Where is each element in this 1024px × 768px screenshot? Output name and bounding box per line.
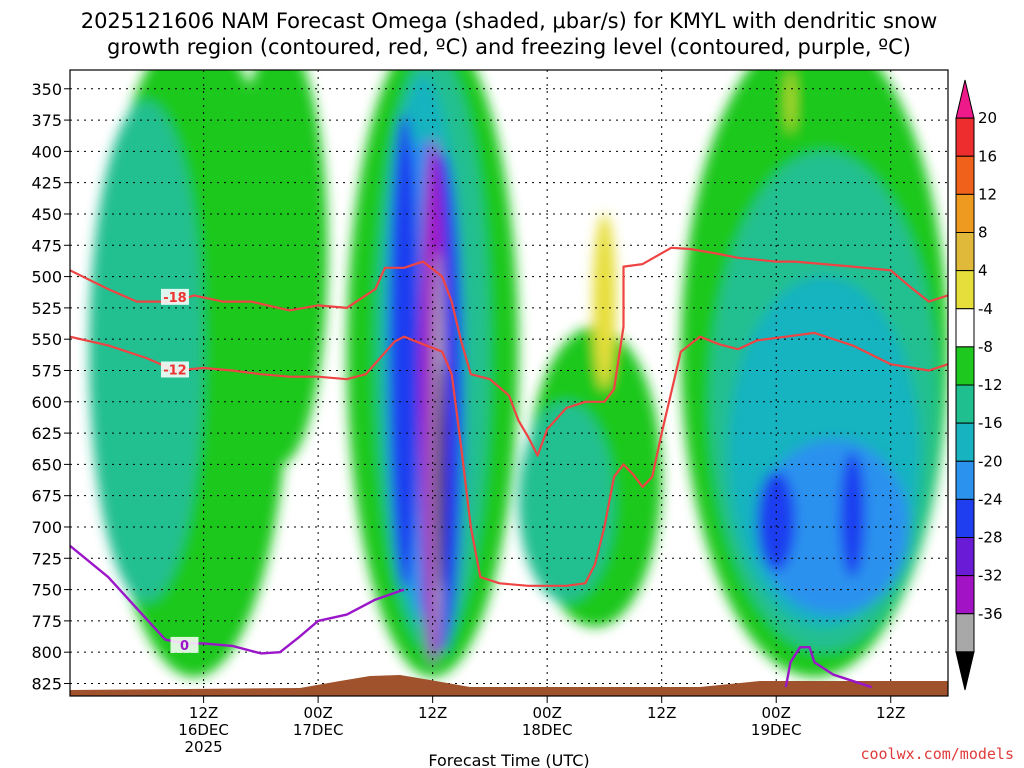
y-tick-label-675: 675	[31, 487, 62, 506]
colorbar-label-12: -32	[978, 567, 1003, 585]
colorbar-label-0: 20	[978, 109, 997, 127]
freezing-level-label-bg	[170, 636, 199, 653]
dgz-contour--12	[70, 331, 948, 587]
omega-region-15	[757, 470, 796, 571]
credit-link[interactable]: coolwx.com/models	[860, 745, 1014, 763]
omega-region-16	[840, 451, 865, 578]
dgz-contour-label--12: -12	[163, 363, 187, 378]
x-tick-label-66-0: 00Z	[762, 704, 791, 722]
y-tick-label-600: 600	[31, 393, 62, 412]
y-tick-label-625: 625	[31, 424, 62, 443]
omega-region-21	[787, 70, 794, 133]
colorbar-label-1: 16	[978, 147, 997, 165]
x-tick-label-42-1: 18DEC	[522, 721, 573, 739]
x-tick-label-54-0: 12Z	[647, 704, 676, 722]
dgz-contour-label--18: -18	[163, 291, 187, 306]
y-tick-label-475: 475	[31, 236, 62, 255]
dgz-contour-label--12-bg	[160, 361, 189, 378]
y-tick-label-750: 750	[31, 581, 62, 600]
temperature-contours: -18 -12 0	[70, 246, 948, 689]
y-tick-label-450: 450	[31, 205, 62, 224]
x-tick-label-42-0: 00Z	[532, 704, 561, 722]
colorbar-label-9: -20	[978, 452, 1003, 470]
y-tick-label-650: 650	[31, 455, 62, 474]
colorbar-segment-6	[955, 308, 975, 348]
omega-region-5	[89, 101, 204, 603]
x-tick-label-18-0: 00Z	[303, 704, 332, 722]
x-tick-label-78-0: 12Z	[876, 704, 905, 722]
colorbar-segment-7	[955, 346, 975, 386]
omega-region-7	[518, 401, 614, 603]
freezing-level-label: 0	[180, 639, 189, 654]
y-tick-label-550: 550	[31, 330, 62, 349]
omega-region-13	[388, 113, 420, 590]
x-tick-label-6-1: 16DEC	[178, 721, 229, 739]
y-tick-label-825: 825	[31, 674, 62, 693]
colorbar-segment-14	[955, 613, 975, 653]
colorbar-label-7: -12	[978, 376, 1003, 394]
freezing-level-contour	[70, 544, 405, 655]
y-tick-label-500: 500	[31, 268, 62, 287]
y-axis: 350 375 400 425 450 475 500 525 550 575 600 625 650 6…	[31, 80, 70, 693]
colorbar-label-3: 8	[978, 224, 988, 242]
omega-shading	[89, 70, 948, 678]
plot-area: -18 -12 0	[70, 70, 948, 696]
dgz-contour--18	[70, 246, 948, 457]
colorbar-segment-0	[955, 79, 975, 119]
y-tick-label-725: 725	[31, 549, 62, 568]
colorbar-segment-13	[955, 575, 975, 615]
colorbar-segment-3	[955, 193, 975, 233]
colorbar-label-10: -24	[978, 490, 1003, 508]
y-tick-label-400: 400	[31, 142, 62, 161]
dgz-contour-label--18-bg	[160, 288, 189, 305]
colorbar-segment-10	[955, 460, 975, 500]
omega-region-1	[232, 70, 328, 465]
omega-region-20	[592, 213, 616, 390]
colorbar-segment-1	[955, 117, 975, 157]
terrain-ground	[70, 675, 948, 696]
x-tick-label-6-0: 12Z	[189, 704, 218, 722]
y-tick-label-350: 350	[31, 80, 62, 99]
colorbar-segment-11	[955, 498, 975, 538]
y-tick-label-800: 800	[31, 643, 62, 662]
colorbar-label-4: 4	[978, 262, 988, 280]
freezing-level-contour-2	[784, 646, 873, 689]
y-tick-label-425: 425	[31, 174, 62, 193]
colorbar-segment-12	[955, 537, 975, 577]
x-axis-label: Forecast Time (UTC)	[428, 751, 589, 768]
y-tick-label-375: 375	[31, 111, 62, 130]
colorbar-segment-15	[955, 651, 975, 691]
chart-title-line2: growth region (contoured, red, ºC) and f…	[107, 35, 911, 59]
colorbar-label-2: 12	[978, 185, 997, 203]
colorbar-segment-8	[955, 384, 975, 424]
y-tick-label-575: 575	[31, 361, 62, 380]
colorbar-label-5: -4	[978, 300, 993, 318]
plot-frame	[69, 69, 949, 697]
colorbar-segment-5	[955, 270, 975, 310]
x-tick-label-18-1: 17DEC	[293, 721, 344, 739]
colorbar: 20 16 12 8 4 -4 -8 -12 -16 -20 -24 -28 -32 -36	[955, 79, 1003, 691]
colorbar-label-6: -8	[978, 338, 993, 356]
x-tick-label-30-0: 12Z	[418, 704, 447, 722]
y-tick-label-700: 700	[31, 518, 62, 537]
colorbar-label-8: -16	[978, 414, 1003, 432]
chart-title-line1: 2025121606 NAM Forecast Omega (shaded, μ…	[81, 9, 938, 33]
omega-region-19	[436, 364, 444, 590]
colorbar-segment-4	[955, 232, 975, 272]
y-tick-label-775: 775	[31, 612, 62, 631]
colorbar-segment-2	[955, 155, 975, 195]
x-tick-label-66-1: 19DEC	[751, 721, 802, 739]
colorbar-segment-9	[955, 422, 975, 462]
y-tick-label-525: 525	[31, 299, 62, 318]
colorbar-label-13: -36	[978, 605, 1003, 623]
colorbar-label-11: -28	[978, 529, 1003, 547]
x-tick-label-6-2: 2025	[185, 738, 223, 756]
